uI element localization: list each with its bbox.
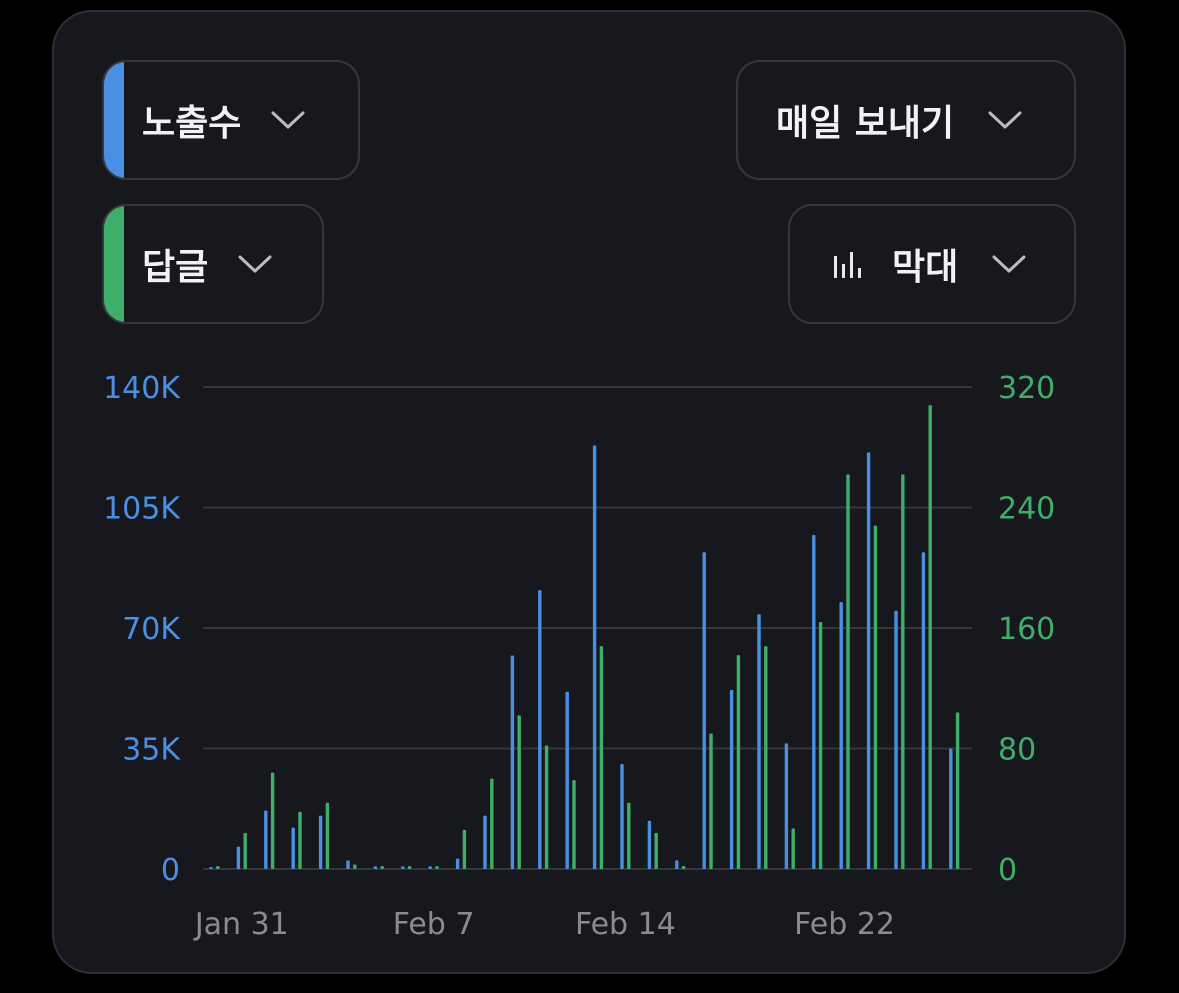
secondary-metric-label: 답글: [142, 247, 209, 288]
bar-chart-icon: [834, 252, 861, 278]
chart-type-label: 막대: [892, 247, 959, 288]
primary-metric-dropdown[interactable]: 노출수: [102, 60, 360, 180]
chevron-down-icon: [271, 111, 305, 129]
chart-type-dropdown[interactable]: 막대: [788, 204, 1076, 324]
primary-metric-color-indicator: [104, 62, 124, 178]
secondary-metric-color-indicator: [104, 206, 124, 322]
primary-metric-label: 노출수: [142, 103, 242, 144]
frequency-dropdown[interactable]: 매일 보내기: [736, 60, 1076, 180]
secondary-metric-dropdown[interactable]: 답글: [102, 204, 324, 324]
frequency-label: 매일 보내기: [776, 103, 955, 144]
chevron-down-icon: [992, 255, 1026, 273]
chevron-down-icon: [238, 255, 272, 273]
chevron-down-icon: [988, 111, 1022, 129]
